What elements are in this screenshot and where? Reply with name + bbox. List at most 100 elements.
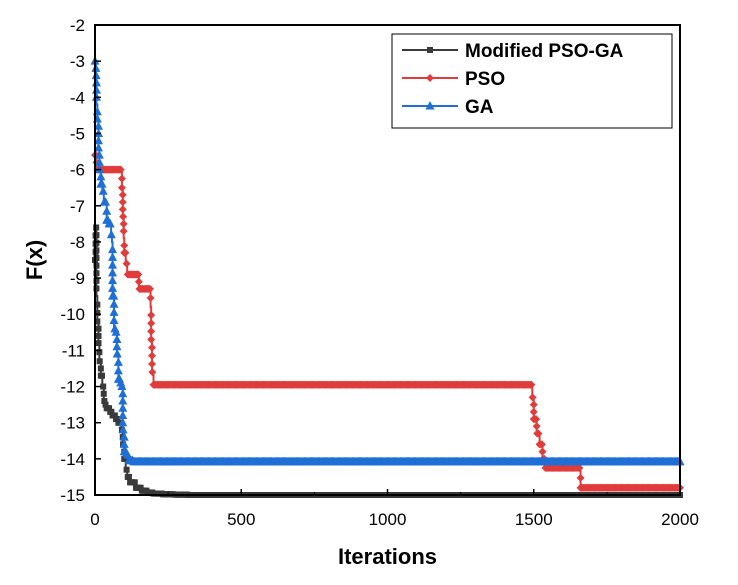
data-point (118, 396, 128, 405)
data-point (112, 341, 122, 351)
data-point (117, 381, 127, 391)
data-point (112, 349, 122, 358)
data-point (145, 284, 154, 293)
data-point (118, 190, 127, 199)
y-tick-label: -13 (60, 414, 85, 433)
y-tick-label: -2 (70, 16, 85, 35)
data-point (106, 405, 113, 412)
y-tick-label: -8 (70, 233, 85, 252)
data-point (91, 77, 101, 87)
data-point (98, 186, 108, 195)
y-tick-label: -4 (70, 88, 85, 107)
legend-label: PSO (465, 69, 505, 90)
data-point (113, 365, 123, 375)
data-point (111, 327, 121, 336)
data-point (108, 244, 118, 254)
data-point (101, 197, 111, 206)
y-tick-label: -3 (70, 52, 85, 71)
data-point (125, 473, 132, 480)
x-tick-label: 1500 (515, 510, 553, 529)
data-point (108, 408, 115, 415)
data-point (146, 293, 155, 302)
data-point (108, 252, 118, 261)
data-point (131, 479, 138, 486)
data-point (532, 415, 541, 424)
y-tick-label: -6 (70, 161, 85, 180)
data-point (116, 165, 125, 174)
data-point (148, 351, 157, 360)
data-point (147, 335, 156, 344)
data-point (108, 260, 118, 269)
data-point (134, 270, 143, 279)
x-tick-label: 2000 (661, 510, 699, 529)
legend: Modified PSO-GA PSO GA (391, 33, 673, 129)
data-point (94, 150, 104, 159)
legend-item: PSO (402, 69, 505, 90)
data-point (109, 315, 119, 325)
data-point (117, 174, 126, 183)
data-point (93, 254, 100, 261)
data-point (93, 270, 100, 277)
data-point (93, 277, 100, 284)
data-point (95, 325, 102, 332)
data-point (96, 349, 103, 356)
y-tick-label: -10 (60, 305, 85, 324)
data-point (112, 334, 122, 344)
data-point (529, 407, 538, 416)
x-tick-label: 1000 (369, 510, 407, 529)
legend-swatch-marker (426, 74, 434, 82)
data-point (575, 463, 584, 472)
data-point (94, 310, 101, 317)
y-tick-label: -14 (60, 450, 85, 469)
series-ga (90, 56, 685, 466)
legend-item: Modified PSO-GA (402, 41, 624, 62)
data-point (100, 383, 107, 390)
data-point (94, 121, 104, 130)
data-point (147, 311, 156, 320)
data-point (538, 447, 547, 456)
data-point (147, 327, 156, 336)
data-point (119, 439, 129, 448)
data-point (527, 380, 536, 389)
data-point (94, 157, 104, 166)
data-point (118, 198, 127, 207)
data-point (118, 388, 128, 398)
data-point (108, 283, 118, 292)
y-tick-label: -5 (70, 124, 85, 143)
data-point (537, 440, 546, 449)
data-point (102, 401, 109, 408)
data-point (123, 466, 130, 473)
data-point (528, 393, 537, 402)
data-point (119, 227, 128, 236)
y-axis: -2 -3 -4 -5 -6 -7 -8 -9 -10 -11 -12 -13 -14 -15 (60, 16, 101, 505)
data-point (93, 285, 100, 292)
data-point (121, 248, 130, 257)
data-point (113, 357, 123, 366)
y-tick-label: -12 (60, 378, 85, 397)
data-point (122, 455, 129, 462)
data-point (94, 142, 104, 152)
data-point (100, 390, 107, 397)
data-point (108, 275, 118, 285)
series-line (94, 226, 680, 496)
legend-swatch-marker (425, 101, 435, 110)
data-point (99, 372, 106, 379)
data-point (93, 247, 100, 254)
data-point (109, 307, 119, 316)
data-point (119, 212, 128, 221)
data-point (91, 70, 101, 80)
data-point (95, 340, 102, 347)
data-point (91, 85, 101, 94)
data-point (532, 422, 541, 431)
data-point (118, 205, 127, 214)
data-point (118, 417, 128, 427)
data-point (148, 343, 157, 352)
data-point (94, 301, 101, 308)
data-point (109, 291, 119, 300)
y-axis-title: F(x) (22, 240, 47, 280)
series-pso (91, 151, 684, 492)
y-tick-label: -11 (62, 341, 85, 360)
data-point (93, 232, 100, 239)
data-point (117, 183, 126, 192)
y-tick-label: -9 (70, 269, 85, 288)
